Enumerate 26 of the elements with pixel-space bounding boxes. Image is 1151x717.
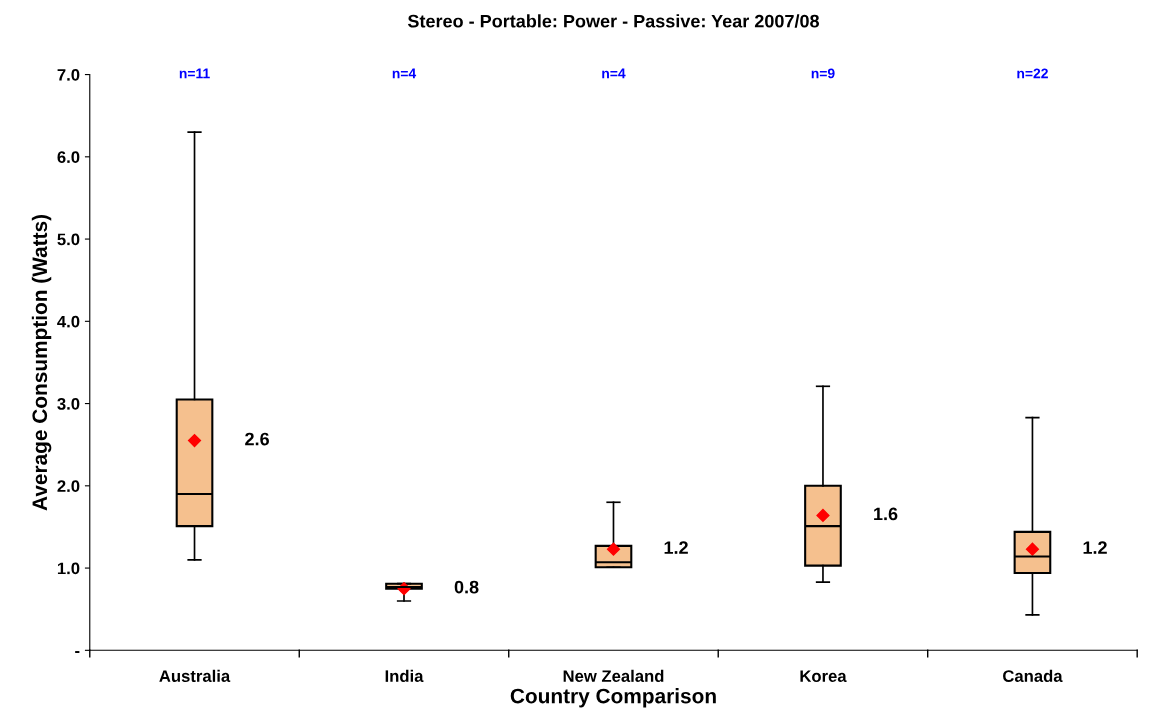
annotation: 1.6 xyxy=(874,507,898,521)
annotation: 1.2 xyxy=(664,541,688,554)
y-tick-label: 5.0 xyxy=(57,233,80,246)
annotation: 2.6 xyxy=(245,432,269,446)
x-tick-label: New Zealand xyxy=(563,669,664,683)
annotation: n=11 xyxy=(179,68,210,79)
annotation: 0.8 xyxy=(454,580,479,594)
y-tick-label: 6.0 xyxy=(57,151,80,164)
y-tick-label: 1.0 xyxy=(57,562,80,575)
x-tick-label: Korea xyxy=(800,670,847,683)
x-tick-label: India xyxy=(385,669,424,683)
annotation: n=22 xyxy=(1017,68,1048,79)
annotation: n=9 xyxy=(811,68,835,79)
x-tick-label: Australia xyxy=(159,669,231,683)
y-axis-title: Average Consumption (Watts) xyxy=(31,214,52,511)
annotation: n=4 xyxy=(392,68,417,79)
chart-title: Stereo - Portable: Power - Passive: Year 2007/08 xyxy=(407,14,820,28)
annotation: 1.2 xyxy=(1083,541,1107,554)
x-axis-title: Country Comparison xyxy=(510,688,716,708)
x-tick-label: Canada xyxy=(1003,669,1063,683)
y-tick-label: 3.0 xyxy=(57,397,80,410)
annotation: n=4 xyxy=(602,68,626,79)
y-tick-label: 4.0 xyxy=(57,315,80,328)
y-tick-label: - xyxy=(75,651,80,654)
y-tick-label: 7.0 xyxy=(57,68,80,81)
y-tick-label: 2.0 xyxy=(57,480,80,493)
